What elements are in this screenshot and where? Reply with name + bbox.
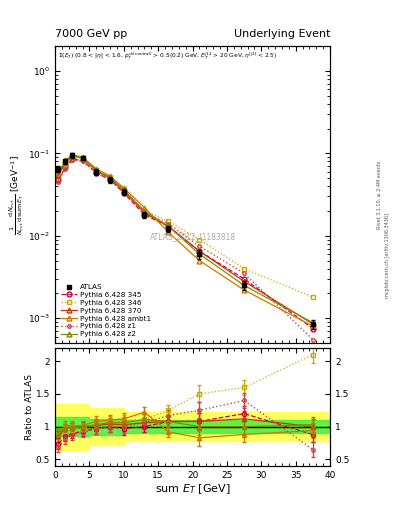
Pythia 6.428 z1 <box>242 270 246 276</box>
Pythia 6.428 z2 <box>142 208 147 214</box>
Line: Pythia 6.428 370: Pythia 6.428 370 <box>56 153 315 327</box>
Pythia 6.428 346 <box>94 167 99 174</box>
Text: $\Sigma(E_T)$ (0.8 < |$\eta$| < 1.6, $p_T^{ch(neutral)}$ > 0.5(0.2) GeV, $E_T^{j: $\Sigma(E_T)$ (0.8 < |$\eta$| < 1.6, $p_… <box>58 51 277 61</box>
Pythia 6.428 370 <box>142 210 147 216</box>
Pythia 6.428 346 <box>70 154 75 160</box>
Pythia 6.428 370 <box>94 168 99 174</box>
Pythia 6.428 z1 <box>142 210 147 216</box>
Pythia 6.428 ambt1 <box>197 258 202 264</box>
Line: Pythia 6.428 ambt1: Pythia 6.428 ambt1 <box>56 153 315 329</box>
Pythia 6.428 z2 <box>80 155 85 161</box>
Text: Rivet 3.1.10, ≥ 2.4M events: Rivet 3.1.10, ≥ 2.4M events <box>377 160 382 229</box>
Line: Pythia 6.428 346: Pythia 6.428 346 <box>56 155 315 300</box>
Pythia 6.428 345 <box>70 156 75 162</box>
Pythia 6.428 346 <box>63 161 68 167</box>
Line: Pythia 6.428 z2: Pythia 6.428 z2 <box>56 154 315 325</box>
Pythia 6.428 ambt1 <box>80 154 85 160</box>
Y-axis label: Ratio to ATLAS: Ratio to ATLAS <box>26 374 35 440</box>
Pythia 6.428 370 <box>197 248 202 254</box>
Pythia 6.428 345 <box>166 223 171 229</box>
Pythia 6.428 ambt1 <box>242 287 246 293</box>
Pythia 6.428 346 <box>166 218 171 224</box>
Y-axis label: $\frac{1}{N_{evt}}\frac{\mathrm{d}\,N_{evt}}{\mathrm{d}\,\mathrm{sum}\,E_T}$ [Ge: $\frac{1}{N_{evt}}\frac{\mathrm{d}\,N_{e… <box>8 155 26 234</box>
Pythia 6.428 z2 <box>70 153 75 159</box>
Pythia 6.428 z1 <box>70 157 75 163</box>
Pythia 6.428 346 <box>310 294 315 300</box>
Pythia 6.428 345 <box>56 177 61 183</box>
Pythia 6.428 ambt1 <box>70 152 75 158</box>
Pythia 6.428 z2 <box>63 159 68 165</box>
Text: mcplots.cern.ch [arXiv:1306.3436]: mcplots.cern.ch [arXiv:1306.3436] <box>385 214 389 298</box>
Pythia 6.428 z1 <box>63 166 68 172</box>
Pythia 6.428 346 <box>142 208 147 214</box>
Pythia 6.428 ambt1 <box>166 229 171 236</box>
Pythia 6.428 z1 <box>108 177 112 183</box>
Pythia 6.428 345 <box>94 170 99 176</box>
Pythia 6.428 345 <box>197 248 202 254</box>
Pythia 6.428 z2 <box>310 319 315 326</box>
Pythia 6.428 345 <box>108 177 112 183</box>
Line: Pythia 6.428 z1: Pythia 6.428 z1 <box>57 158 315 342</box>
Pythia 6.428 346 <box>108 174 112 180</box>
Pythia 6.428 345 <box>121 190 126 196</box>
Text: 7000 GeV pp: 7000 GeV pp <box>55 29 127 39</box>
Pythia 6.428 345 <box>242 276 246 282</box>
Pythia 6.428 370 <box>63 159 68 165</box>
Pythia 6.428 z2 <box>56 170 61 176</box>
Pythia 6.428 345 <box>310 326 315 332</box>
Pythia 6.428 370 <box>310 321 315 327</box>
Pythia 6.428 346 <box>121 186 126 192</box>
Pythia 6.428 ambt1 <box>108 173 112 179</box>
Pythia 6.428 ambt1 <box>63 157 68 163</box>
X-axis label: sum $E_T$ [GeV]: sum $E_T$ [GeV] <box>155 482 230 496</box>
Pythia 6.428 z2 <box>121 187 126 193</box>
Pythia 6.428 370 <box>70 153 75 159</box>
Pythia 6.428 345 <box>142 211 147 218</box>
Pythia 6.428 346 <box>56 172 61 178</box>
Pythia 6.428 z1 <box>121 189 126 195</box>
Pythia 6.428 z1 <box>166 221 171 227</box>
Pythia 6.428 ambt1 <box>142 204 147 210</box>
Pythia 6.428 346 <box>242 266 246 272</box>
Pythia 6.428 370 <box>121 188 126 194</box>
Pythia 6.428 z2 <box>108 175 112 181</box>
Text: Underlying Event: Underlying Event <box>233 29 330 39</box>
Pythia 6.428 z2 <box>197 251 202 257</box>
Pythia 6.428 370 <box>56 172 61 178</box>
Pythia 6.428 ambt1 <box>121 185 126 191</box>
Pythia 6.428 z1 <box>94 170 99 176</box>
Text: ATLAS_2012_I1183818: ATLAS_2012_I1183818 <box>149 231 236 241</box>
Pythia 6.428 370 <box>166 223 171 229</box>
Pythia 6.428 z1 <box>310 336 315 343</box>
Pythia 6.428 z1 <box>80 158 85 164</box>
Pythia 6.428 ambt1 <box>56 170 61 176</box>
Pythia 6.428 z2 <box>242 282 246 288</box>
Pythia 6.428 z2 <box>94 167 99 174</box>
Pythia 6.428 370 <box>108 175 112 181</box>
Legend: ATLAS, Pythia 6.428 345, Pythia 6.428 346, Pythia 6.428 370, Pythia 6.428 ambt1,: ATLAS, Pythia 6.428 345, Pythia 6.428 34… <box>59 282 154 339</box>
Pythia 6.428 z1 <box>197 243 202 249</box>
Pythia 6.428 z1 <box>56 179 61 185</box>
Pythia 6.428 z2 <box>166 223 171 229</box>
Pythia 6.428 346 <box>197 237 202 243</box>
Pythia 6.428 ambt1 <box>94 166 99 172</box>
Pythia 6.428 370 <box>242 279 246 285</box>
Pythia 6.428 346 <box>80 156 85 162</box>
Pythia 6.428 ambt1 <box>310 323 315 329</box>
Pythia 6.428 370 <box>80 155 85 161</box>
Pythia 6.428 345 <box>63 164 68 170</box>
Pythia 6.428 345 <box>80 157 85 163</box>
Line: Pythia 6.428 345: Pythia 6.428 345 <box>56 157 315 331</box>
